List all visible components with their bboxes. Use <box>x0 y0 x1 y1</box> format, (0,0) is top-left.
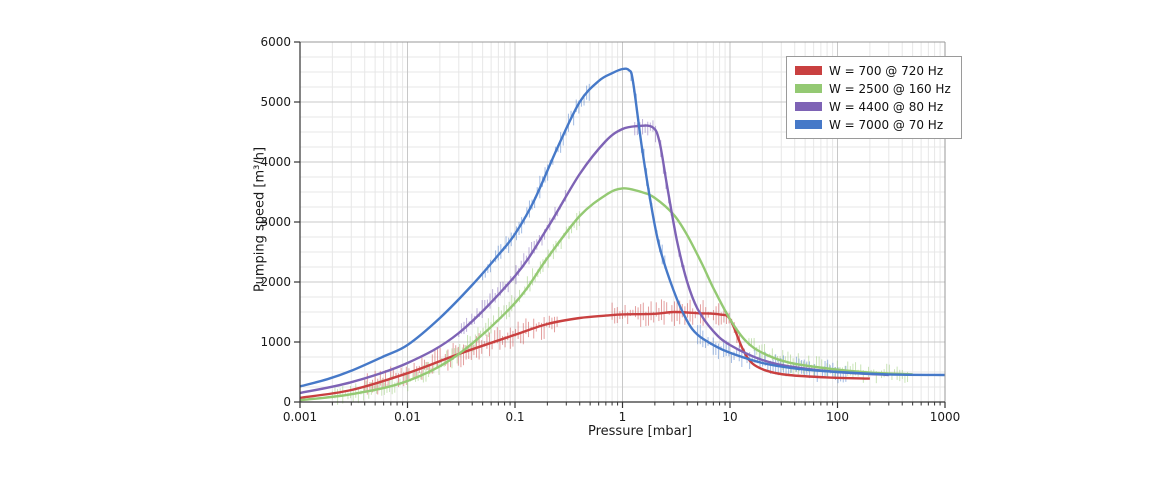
x-tick-label: 0.001 <box>283 410 317 424</box>
legend-swatch <box>795 120 822 129</box>
legend-label: W = 4400 @ 80 Hz <box>829 99 944 114</box>
legend: W = 700 @ 720 Hz W = 2500 @ 160 Hz W = 4… <box>786 56 962 139</box>
y-tick-label: 4000 <box>260 155 291 169</box>
legend-item: W = 700 @ 720 Hz <box>795 63 951 78</box>
series-lines <box>299 67 946 402</box>
legend-label: W = 7000 @ 70 Hz <box>829 117 944 132</box>
x-tick-label: 100 <box>826 410 849 424</box>
legend-swatch <box>795 66 822 75</box>
tick-labels: 0.001 0.01 0.1 1 10 100 1000 0 1000 2000 3000 4000 5… <box>260 35 960 424</box>
legend-item: W = 4400 @ 80 Hz <box>795 99 951 114</box>
legend-label: W = 700 @ 720 Hz <box>829 63 944 78</box>
x-axis-label: Pressure [mbar] <box>587 424 692 439</box>
x-tick-label: 0.01 <box>394 410 421 424</box>
legend-label: W = 2500 @ 160 Hz <box>829 81 951 96</box>
legend-swatch <box>795 84 822 93</box>
y-tick-label: 2000 <box>260 275 291 289</box>
y-tick-label: 0 <box>283 395 291 409</box>
series-line-1 <box>299 310 870 399</box>
legend-item: W = 2500 @ 160 Hz <box>795 81 951 96</box>
y-tick-label: 6000 <box>260 35 291 49</box>
y-axis-label: Pumping speed [m³/h] <box>252 146 268 293</box>
legend-item: W = 7000 @ 70 Hz <box>795 117 951 132</box>
x-tick-label: 1000 <box>930 410 961 424</box>
x-tick-label: 10 <box>722 410 737 424</box>
series-line-4 <box>299 67 946 388</box>
series-line-3 <box>299 124 889 395</box>
y-tick-label: 3000 <box>260 215 291 229</box>
legend-swatch <box>795 102 822 111</box>
x-tick-label: 0.1 <box>505 410 524 424</box>
x-tick-label: 1 <box>619 410 627 424</box>
series-line-2 <box>299 187 913 402</box>
y-tick-label: 5000 <box>260 95 291 109</box>
y-tick-label: 1000 <box>260 335 291 349</box>
